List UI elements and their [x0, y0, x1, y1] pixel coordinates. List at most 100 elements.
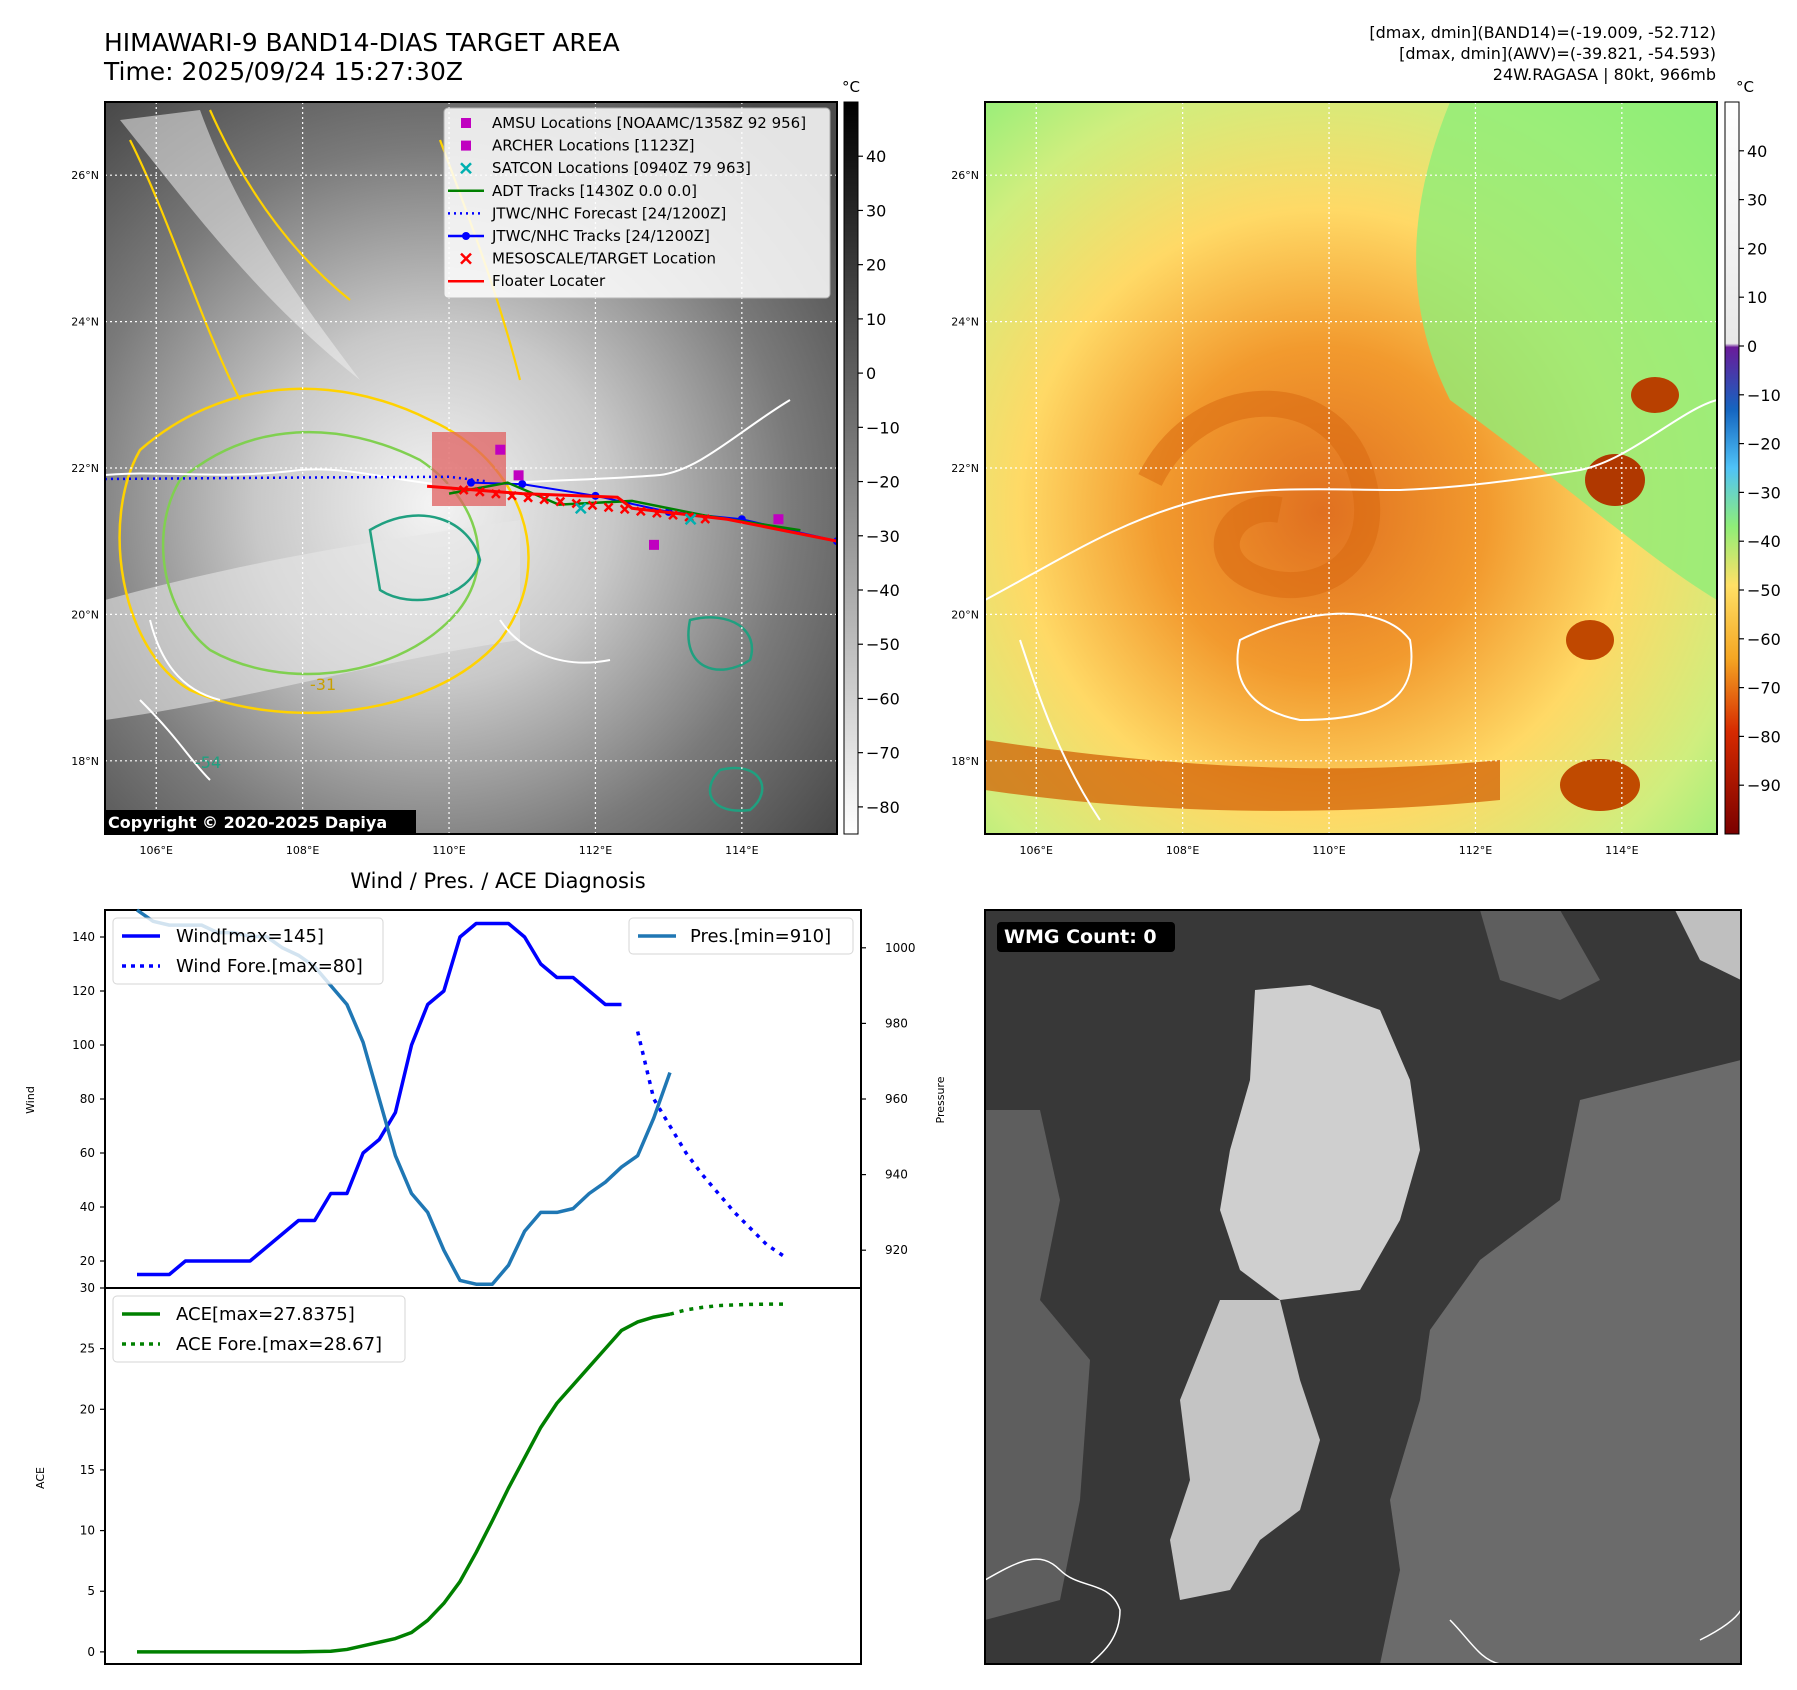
lat-tick-label: 18°N	[71, 755, 99, 768]
ir-lat-labels: 26°N 24°N 22°N 20°N 18°N	[71, 169, 99, 768]
lon-tick-label: 114°E	[1605, 844, 1638, 857]
figure-title-line2: Time: 2025/09/24 15:27:30Z	[103, 57, 463, 86]
lon-tick-label: 110°E	[1312, 844, 1345, 857]
ace-tick-label: 0	[87, 1645, 95, 1659]
legend-label: MESOSCALE/TARGET Location	[492, 250, 716, 268]
jtwc-forecast-line	[105, 475, 486, 483]
colorbar-tick-label: 10	[1747, 288, 1767, 307]
colorbar-tick-label: −80	[1747, 727, 1781, 746]
colorbar-tick-label: −50	[1747, 581, 1781, 600]
lon-tick-label: 114°E	[725, 844, 758, 857]
ace-legend-box	[112, 1295, 406, 1363]
lat-tick-label: 24°N	[71, 316, 99, 329]
stats-line2: [dmax, dmin](AWV)=(-39.821, -54.593)	[1399, 44, 1716, 63]
colorbar-tick-label: −60	[1747, 630, 1781, 649]
ace-legend: ACE[max=27.8375] ACE Fore.[max=28.67]	[112, 1295, 406, 1363]
colorbar-tick-label: −20	[1747, 435, 1781, 454]
lat-tick-label: 22°N	[951, 462, 979, 475]
contour-label-54: -54	[195, 753, 221, 772]
lon-tick-label: 108°E	[286, 844, 319, 857]
ace-tick-label: 10	[80, 1524, 95, 1538]
legend-box	[443, 107, 831, 299]
ace-legend-label: ACE[max=27.8375]	[176, 1304, 355, 1325]
mesoscale-target-marker	[539, 494, 550, 505]
ace-series-line	[137, 1312, 671, 1654]
wind-tick-label: 60	[80, 1146, 95, 1160]
mesoscale-target-marker	[474, 487, 485, 497]
ace-tick-label: 30	[80, 1281, 95, 1295]
legend-label: AMSU Locations [NOAAMC/1358Z 92 956]	[492, 114, 806, 132]
ir-lon-labels: 106°E 108°E 110°E 112°E 114°E	[140, 844, 759, 857]
awv-lat-labels: 26°N 24°N 22°N 20°N 18°N	[951, 169, 979, 768]
wind-tick-label: 100	[72, 1038, 95, 1052]
colorbar-tick-label: −70	[866, 744, 900, 763]
awv-colorbar: °C 40 30 20 10 0 −10 −20 −30 −40 −50 −60 −70 −80 −90	[1724, 78, 1781, 835]
mesoscale-target-marker	[523, 492, 533, 503]
mesoscale-target-marker	[668, 510, 678, 520]
ir-colorbar-unit: °C	[842, 78, 860, 96]
pressure-legend: Pres.[min=910]	[628, 917, 854, 955]
legend-marker-x	[460, 252, 472, 265]
satcon-marker	[684, 513, 697, 526]
pressure-tick-label: 960	[885, 1092, 908, 1106]
amsu-archer-marker	[773, 514, 784, 525]
legend-marker-square	[461, 118, 471, 128]
wind-series-line	[137, 921, 622, 1277]
wind-legend: Wind[max=145] Wind Fore.[max=80]	[112, 917, 384, 985]
stats-line1: [dmax, dmin](BAND14)=(-19.009, -52.712)	[1369, 23, 1716, 42]
ir-map-frame	[104, 101, 838, 835]
contour-label-31: -31	[310, 675, 336, 694]
lat-tick-label: 20°N	[951, 608, 979, 621]
legend-label: JTWC/NHC Forecast [24/1200Z]	[491, 204, 726, 222]
colorbar-tick-label: −70	[1747, 679, 1781, 698]
colorbar-tick-label: −10	[866, 418, 900, 437]
mesoscale-target-marker	[700, 514, 711, 524]
copyright-box	[104, 810, 416, 834]
colorbar-tick-label: 20	[866, 256, 886, 275]
awv-lon-labels: 106°E 108°E 110°E 112°E 114°E	[1020, 844, 1639, 857]
wmg-panel: WMG Count: 0	[984, 909, 1742, 1665]
wmg-gray-region-north	[1480, 910, 1600, 1000]
pressure-tick-label: 920	[885, 1243, 908, 1257]
wmg-coastline	[984, 1558, 1742, 1665]
wind-tick-label: 20	[80, 1254, 95, 1268]
wind-tick-label: 120	[72, 984, 95, 998]
lat-tick-label: 22°N	[71, 462, 99, 475]
colorbar-tick-label: −30	[1747, 483, 1781, 502]
colorbar-tick-label: 10	[866, 310, 886, 329]
lon-tick-label: 110°E	[432, 844, 465, 857]
colorbar-tick-label: 40	[866, 147, 886, 166]
colorbar-tick-label: 30	[1747, 191, 1767, 210]
lon-tick-label: 106°E	[140, 844, 173, 857]
wmg-bright-corner	[1675, 910, 1741, 980]
wind-fore-legend-label: Wind Fore.[max=80]	[176, 956, 363, 977]
legend-label: JTWC/NHC Tracks [24/1200Z]	[491, 227, 710, 245]
ace-tick-label: 20	[80, 1402, 95, 1416]
wmg-frame	[984, 909, 1742, 1665]
ir-colorbar: °C 40 30 20 10 0 −10 −20 −30 −40 −50 −60 −70 −80	[842, 78, 900, 835]
contour-yellow	[118, 387, 530, 715]
contour-teal-east	[687, 616, 764, 812]
legend-marker-square	[461, 140, 471, 151]
pressure-legend-box	[628, 917, 854, 955]
amsu-archer-marker	[495, 444, 506, 455]
colorbar-tick-label: 0	[1747, 337, 1757, 356]
colorbar-tick-label: −60	[866, 689, 900, 708]
colorbar-tick-label: −80	[866, 798, 900, 817]
lat-tick-label: 26°N	[71, 169, 99, 182]
jtwc-track-point	[518, 480, 527, 489]
wmg-bright-cloud-upper	[1220, 985, 1420, 1300]
mesoscale-target-marker	[555, 496, 566, 507]
legend-label: SATCON Locations [0940Z 79 963]	[492, 159, 751, 177]
awv-cold-band	[985, 740, 1500, 811]
amsu-archer-marker	[513, 470, 524, 481]
legend-label: ARCHER Locations [1123Z]	[492, 137, 695, 155]
mesoscale-target-marker	[635, 506, 646, 517]
cloud-band-north	[120, 110, 360, 380]
awv-colorbar-gradient	[1724, 101, 1740, 835]
pressure-axis-label: Pressure	[934, 1076, 947, 1123]
wind-tick-label: 140	[72, 930, 95, 944]
wind-tick-label: 40	[80, 1200, 95, 1214]
mesoscale-target-marker	[603, 502, 614, 513]
mesoscale-target-marker	[587, 500, 598, 511]
